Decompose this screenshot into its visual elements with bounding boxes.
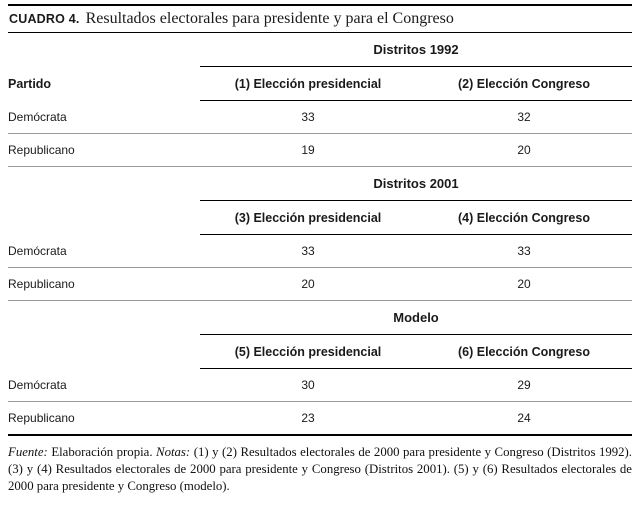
table-number-label: CUADRO 4. (9, 12, 80, 26)
row-rule (8, 401, 632, 402)
caption-rule (8, 32, 632, 33)
party-cell: Demócrata (8, 110, 67, 124)
party-cell: Demócrata (8, 378, 67, 392)
footnote-fuente-label: Fuente: (8, 445, 48, 459)
panel-3-group-header: Modelo (393, 310, 439, 325)
row-rule (8, 267, 632, 268)
footnote-notas-text: (1) y (2) Resultados electorales de 2000… (8, 445, 632, 493)
panel-3-header-row: (5) Elección presidencial (6) Elección C… (8, 335, 632, 368)
row-rule (8, 133, 632, 134)
value-cell: 24 (517, 411, 531, 425)
row-rule (8, 166, 632, 167)
panel-1-col1-header: (1) Elección presidencial (234, 76, 382, 91)
panel-2-col1-header: (3) Elección presidencial (234, 210, 382, 225)
panel-3-header-rule (200, 368, 632, 369)
panel-3-col1-header: (5) Elección presidencial (234, 344, 382, 359)
value-cell: 33 (517, 244, 531, 258)
value-cell: 23 (301, 411, 315, 425)
table-row: Republicano 23 24 (8, 402, 632, 434)
panel-1-group-header: Distritos 1992 (373, 42, 459, 57)
panel-1-header-row: Partido (1) Elección presidencial (2) El… (8, 67, 632, 100)
value-cell: 30 (301, 378, 315, 392)
table-row: Republicano 20 20 (8, 268, 632, 300)
table-row: Demócrata 33 33 (8, 235, 632, 267)
panel-3-col2-header: (6) Elección Congreso (458, 344, 590, 359)
panel-2-group-row: Distritos 2001 (8, 167, 632, 200)
party-column-header: Partido (8, 76, 52, 91)
value-cell: 20 (301, 277, 315, 291)
footnote-notas-label: Notas: (156, 445, 191, 459)
panel-2-header-rule (200, 234, 632, 235)
panel-3-group-row: Modelo (8, 301, 632, 334)
value-cell: 20 (517, 277, 531, 291)
party-cell: Republicano (8, 143, 75, 157)
party-cell: Republicano (8, 411, 75, 425)
footnote: Fuente: Elaboración propia. Notas: (1) y… (8, 444, 632, 495)
value-cell: 32 (517, 110, 531, 124)
table-title: Resultados electorales para presidente y… (85, 10, 454, 27)
value-cell: 33 (301, 244, 315, 258)
bottom-rule (8, 434, 632, 436)
panel-2-header-row: (3) Elección presidencial (4) Elección C… (8, 201, 632, 234)
table-row: Demócrata 33 32 (8, 101, 632, 133)
panel-3-group-rule (200, 334, 632, 335)
value-cell: 19 (301, 143, 315, 157)
panel-2-col2-header: (4) Elección Congreso (458, 210, 590, 225)
panel-1-header-rule (200, 100, 632, 101)
panel-2-group-header: Distritos 2001 (373, 176, 459, 191)
party-cell: Demócrata (8, 244, 67, 258)
party-cell: Republicano (8, 277, 75, 291)
value-cell: 20 (517, 143, 531, 157)
panel-1-col2-header: (2) Elección Congreso (458, 76, 590, 91)
top-rule (8, 4, 632, 6)
panel-1-group-row: Distritos 1992 (8, 33, 632, 66)
table-caption: CUADRO 4. Resultados electorales para pr… (8, 6, 632, 32)
value-cell: 33 (301, 110, 315, 124)
table-row: Republicano 19 20 (8, 134, 632, 166)
footnote-fuente-text: Elaboración propia. (51, 445, 153, 459)
row-rule (8, 300, 632, 301)
table-row: Demócrata 30 29 (8, 369, 632, 401)
panel-2-group-rule (200, 200, 632, 201)
value-cell: 29 (517, 378, 531, 392)
panel-1-group-rule (200, 66, 632, 67)
